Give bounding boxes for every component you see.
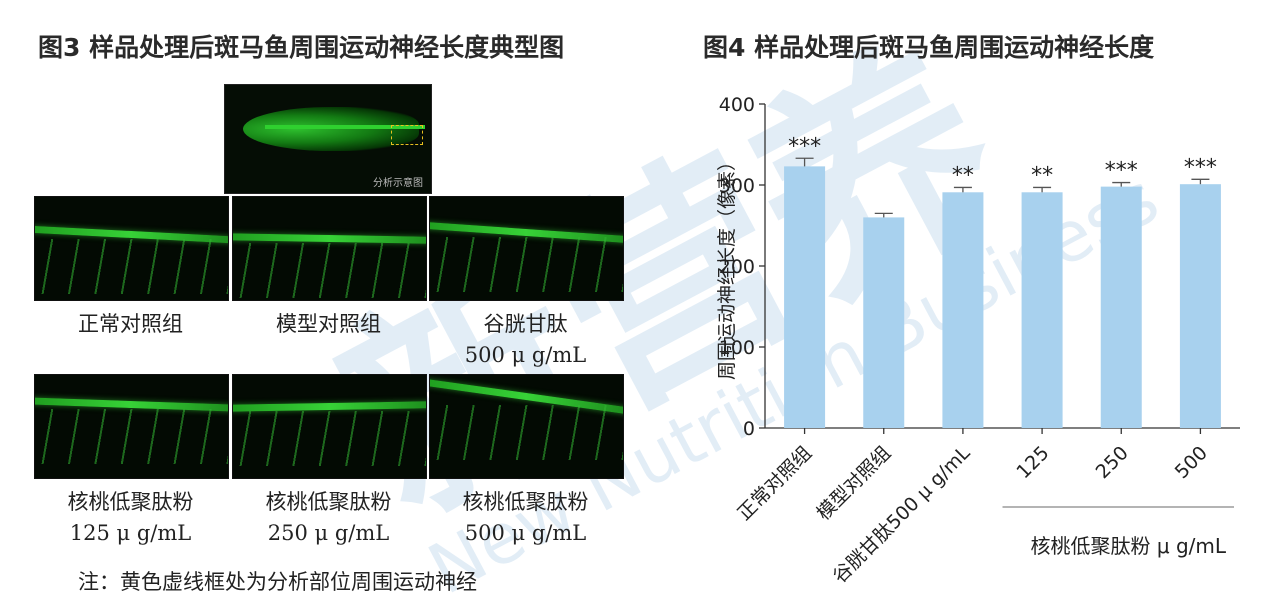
y-tick-label: 100 [719,337,755,359]
figure3-note: 注：黄色虚线框处为分析部位周围运动神经 [78,570,477,594]
bar [1100,186,1142,428]
panel-caption-4-line2: 125 μ g/mL [69,521,192,545]
panel-image-5 [232,374,427,479]
x-tick-label: 250 [1092,442,1133,483]
figure3-title: 图3 样品处理后斑马鱼周围运动神经长度典型图 [38,33,565,62]
x-tick-label: 模型对照组 [813,442,896,525]
panel-caption-4-line1: 核桃低聚肽粉 [67,490,194,514]
y-tick-label: 200 [719,256,755,278]
analysis-region-box [391,125,423,145]
panel-caption-3-line1: 谷胱甘肽 [483,312,568,336]
y-tick-label: 300 [719,175,755,197]
chart-bars: ***** ** *** *** [784,134,1221,428]
panel-caption-3-line2: 500 μ g/mL [464,343,587,367]
panel-caption-6: 核桃低聚肽粉 500 μ g/mL [429,487,622,549]
panel-caption-3: 谷胱甘肽 500 μ g/mL [429,309,622,371]
y-tick-label: 400 [719,94,755,116]
bar [1179,184,1221,428]
y-axis-label: 周围运动神经长度（像素） [716,152,738,380]
panel-image-1 [34,196,229,301]
significance-label: ** [1031,163,1053,188]
panel-caption-5-line2: 250 μ g/mL [267,521,390,545]
x-tick-label: 500 [1171,442,1212,483]
bar [1021,192,1063,428]
bar [942,192,984,428]
bar [784,166,826,428]
x-tick-label: 正常对照组 [733,442,816,525]
significance-label: *** [1184,155,1217,180]
panel-caption-4: 核桃低聚肽粉 125 μ g/mL [34,487,227,549]
panel-caption-5: 核桃低聚肽粉 250 μ g/mL [232,487,425,549]
overview-label: 分析示意图 [373,178,423,189]
panel-caption-2-line1: 模型对照组 [276,312,381,336]
panel-caption-1: 正常对照组 [34,309,227,340]
significance-label: ** [952,163,974,188]
panel-caption-1-line1: 正常对照组 [78,312,183,336]
figure4-title: 图4 样品处理后斑马鱼周围运动神经长度 [703,33,1155,62]
panel-image-3 [429,196,624,301]
panel-image-6 [429,374,624,479]
chart-axes: 0 100 200 300 400 [719,94,1240,440]
overview-image: 分析示意图 [224,84,432,194]
panel-caption-6-line1: 核桃低聚肽粉 [462,490,589,514]
x-tick-label: 谷胱甘肽500 μ g/mL [829,442,975,588]
significance-label: *** [788,134,821,159]
panel-caption-2: 模型对照组 [232,309,425,340]
significance-label: *** [1105,159,1138,184]
panel-image-2 [232,196,427,301]
y-tick-label: 0 [743,418,755,440]
x-tick-label: 125 [1012,442,1053,483]
group-label: 核桃低聚肽粉 μ g/mL [1031,534,1227,558]
bar [863,217,905,428]
panel-image-4 [34,374,229,479]
panel-caption-5-line1: 核桃低聚肽粉 [265,490,392,514]
panel-caption-6-line2: 500 μ g/mL [464,521,587,545]
